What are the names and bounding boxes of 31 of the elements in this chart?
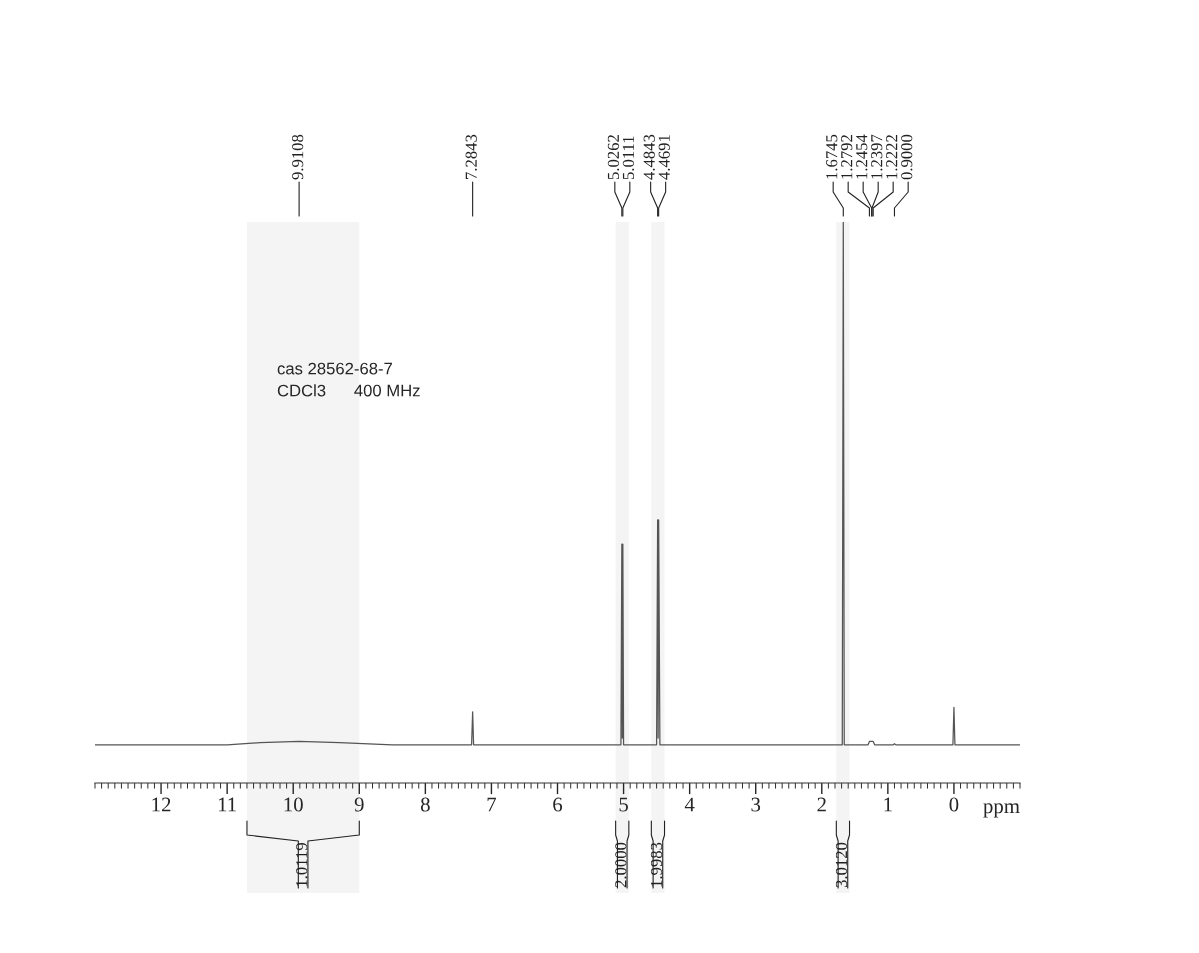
band-label: 3.0120 xyxy=(835,842,848,888)
x-tick-label: 9 xyxy=(354,797,364,812)
x-tick-label: 3 xyxy=(751,797,761,812)
x-tick-label: 2 xyxy=(817,797,826,812)
text: 7.2843 xyxy=(465,134,477,179)
text: 4.4843 xyxy=(643,134,655,180)
x-tick-label: 5 xyxy=(619,797,628,812)
x-tick-label: 7 xyxy=(487,797,497,812)
text: 0.9000 xyxy=(901,134,913,180)
text: 1.2454 xyxy=(856,134,868,179)
x-tick-label: 4 xyxy=(684,797,695,812)
text: 4.4691 xyxy=(658,135,670,180)
x-tick-label: 10 xyxy=(284,797,303,812)
text: 9.9108 xyxy=(292,134,304,180)
text: 1.6745 xyxy=(826,134,838,179)
annotation: cas 28562-68-7 xyxy=(277,362,392,375)
text: 1.2222 xyxy=(886,135,898,179)
x-tick-label: 0 xyxy=(949,797,959,812)
band-label: 1.9983 xyxy=(650,842,663,887)
text: 5.0262 xyxy=(607,135,620,180)
x-tick-label: 12 xyxy=(152,797,171,812)
annotation: CDCl3 400 MHz xyxy=(277,384,420,397)
band-label: 1.0119 xyxy=(296,843,308,887)
x-tick-label: 1 xyxy=(884,797,892,812)
text: 1.2792 xyxy=(841,135,853,179)
x-tick-label: 8 xyxy=(420,797,430,812)
x-axis-title: ppm xyxy=(983,803,1020,818)
x-tick-label: 6 xyxy=(553,797,563,812)
text: 5.0111 xyxy=(622,136,635,180)
text: 1.2397 xyxy=(871,134,883,179)
x-tick-label: 11 xyxy=(218,797,236,812)
